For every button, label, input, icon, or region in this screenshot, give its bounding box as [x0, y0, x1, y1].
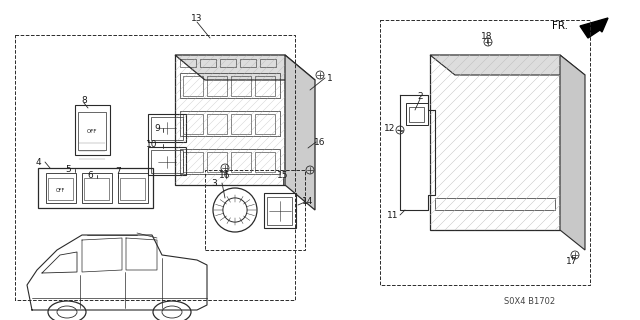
Text: 17: 17	[566, 258, 578, 267]
Polygon shape	[175, 55, 315, 80]
Bar	[148, 147, 186, 175]
Text: 11: 11	[387, 211, 399, 220]
Text: 14: 14	[302, 197, 314, 206]
Text: 18: 18	[481, 31, 493, 41]
Bar	[430, 55, 560, 230]
Bar	[180, 149, 280, 174]
Text: 12: 12	[384, 124, 396, 132]
Bar	[435, 198, 555, 210]
Text: 8: 8	[81, 95, 87, 105]
Text: 7: 7	[115, 166, 121, 175]
Text: 16: 16	[220, 171, 231, 180]
Polygon shape	[285, 55, 315, 210]
Bar	[180, 59, 196, 67]
Bar	[151, 150, 183, 173]
Text: FR.: FR.	[552, 21, 568, 31]
Bar	[255, 76, 275, 96]
Text: S0X4 B1702: S0X4 B1702	[504, 298, 556, 307]
Bar	[148, 114, 186, 142]
Text: 16: 16	[314, 138, 326, 147]
Bar	[264, 193, 296, 228]
Bar	[175, 55, 285, 185]
Bar	[205, 170, 305, 250]
Bar	[231, 114, 251, 134]
Polygon shape	[560, 55, 585, 250]
Text: 10: 10	[147, 140, 157, 148]
Bar	[207, 152, 227, 172]
Text: 4: 4	[35, 157, 41, 166]
Bar	[118, 173, 148, 203]
Bar	[231, 152, 251, 172]
Bar	[267, 197, 292, 225]
Text: 15: 15	[277, 171, 289, 180]
Bar	[409, 107, 424, 122]
Text: 1: 1	[327, 74, 333, 83]
Bar	[75, 105, 110, 155]
Text: OFF: OFF	[56, 188, 65, 193]
Text: 3: 3	[211, 179, 217, 188]
Text: 6: 6	[87, 171, 93, 180]
Bar	[180, 111, 280, 136]
Bar	[180, 73, 280, 98]
Bar	[183, 114, 203, 134]
Text: 13: 13	[191, 13, 203, 22]
Bar	[82, 173, 112, 203]
Bar	[48, 178, 73, 200]
Text: OFF: OFF	[87, 129, 97, 133]
Bar	[406, 103, 428, 125]
Bar	[38, 168, 153, 208]
Bar	[78, 112, 106, 150]
Bar	[207, 76, 227, 96]
Polygon shape	[430, 55, 585, 75]
Polygon shape	[580, 18, 608, 38]
Bar	[255, 152, 275, 172]
Bar	[240, 59, 256, 67]
Bar	[260, 59, 276, 67]
Bar	[200, 59, 216, 67]
Bar	[84, 178, 109, 200]
Text: 2: 2	[417, 92, 423, 100]
Bar	[220, 59, 236, 67]
Bar	[255, 114, 275, 134]
Bar	[120, 178, 145, 200]
Bar	[151, 117, 183, 140]
Text: 5: 5	[65, 164, 71, 173]
Text: 9: 9	[154, 124, 160, 132]
Bar	[183, 76, 203, 96]
Bar	[207, 114, 227, 134]
Bar	[46, 173, 76, 203]
Bar	[183, 152, 203, 172]
Bar	[231, 76, 251, 96]
